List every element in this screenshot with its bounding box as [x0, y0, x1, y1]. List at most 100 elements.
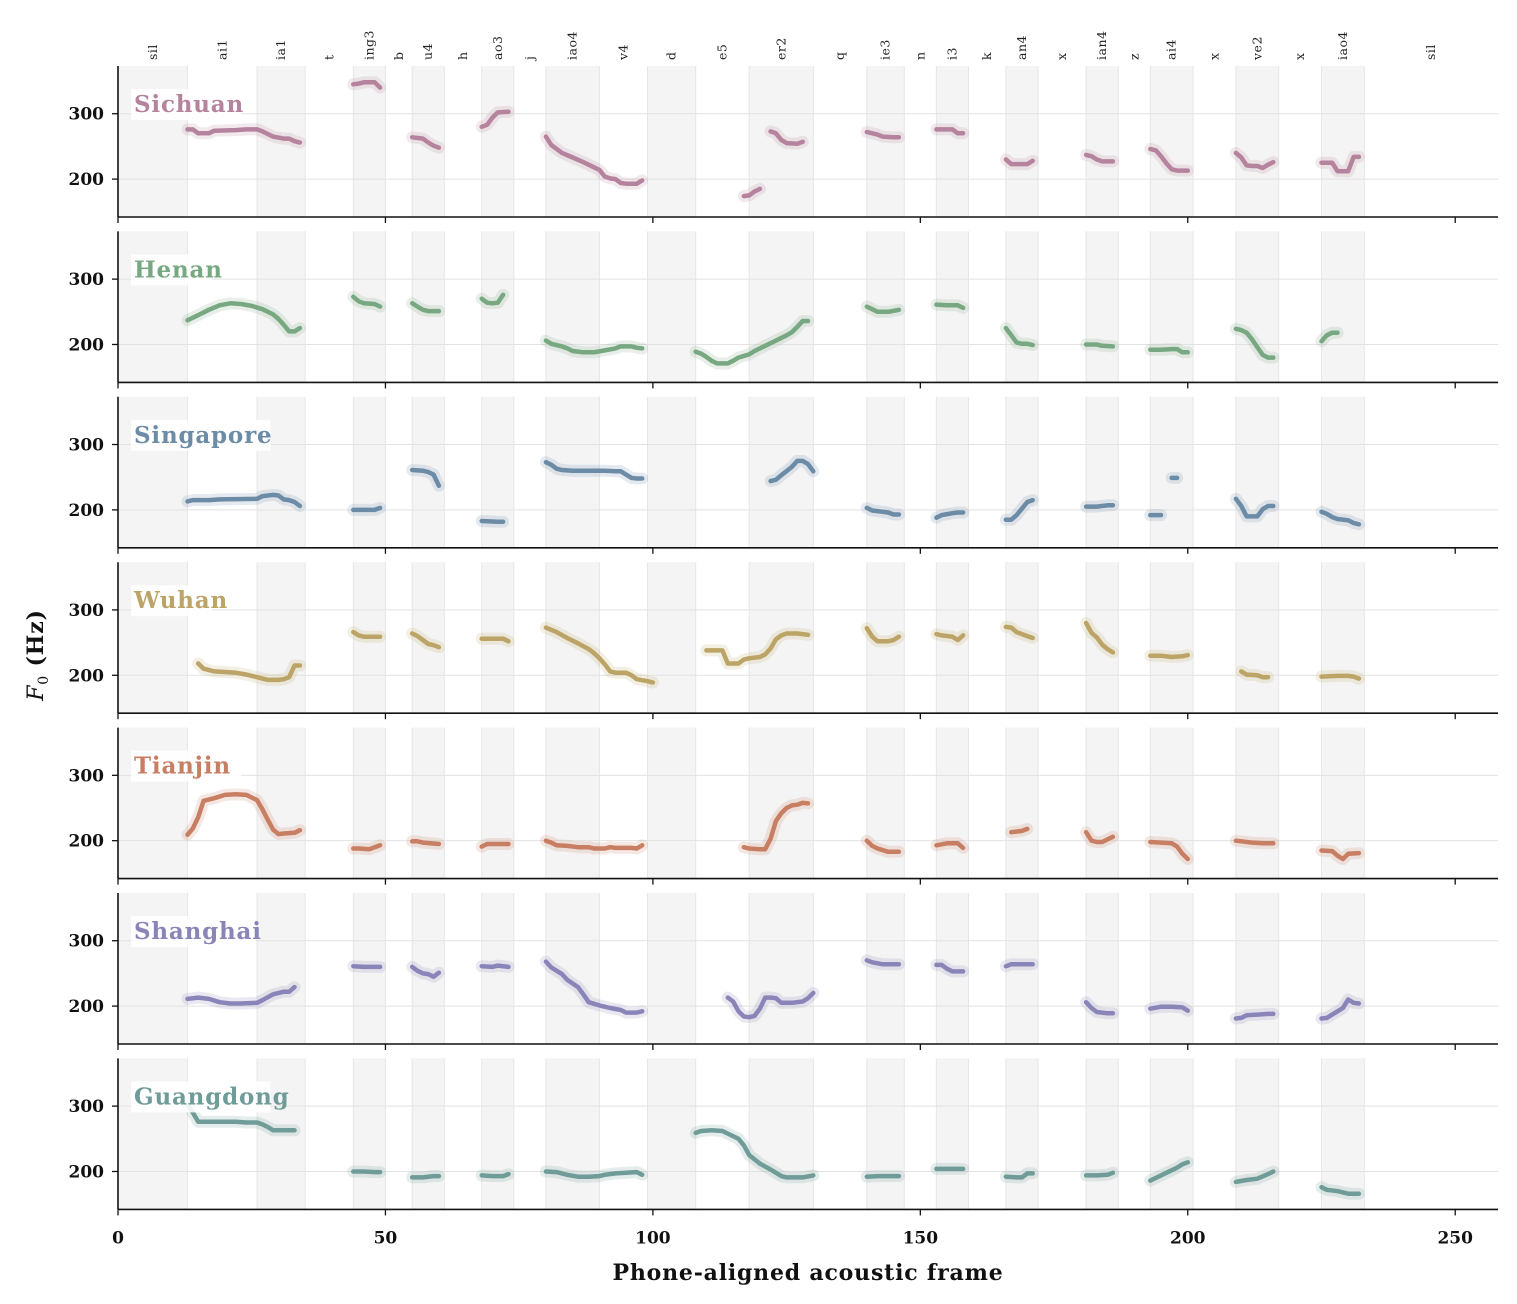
f0-segment [479, 292, 506, 306]
f0-segment [1003, 1171, 1035, 1180]
panel-name-box [131, 916, 256, 947]
f0-segment [1319, 673, 1362, 681]
phone-band [936, 1058, 969, 1210]
y-axis-subscript: 0 [36, 675, 52, 685]
phone-band [1235, 396, 1279, 548]
f0-segment [741, 186, 763, 199]
phone-label: ian4 [1094, 31, 1109, 60]
panel-name-box [131, 1081, 271, 1113]
f0-segment [479, 518, 506, 524]
f0-segment [351, 629, 383, 639]
phone-label: ao3 [490, 36, 505, 60]
x-tick-label: 200 [1170, 1228, 1206, 1248]
phone-band [647, 1058, 696, 1210]
phone-band [1150, 893, 1194, 1044]
phone-band [481, 231, 514, 383]
f0-segment [1083, 999, 1116, 1016]
phone-band [353, 727, 386, 879]
phone-label: v4 [615, 44, 630, 61]
phone-band [118, 893, 188, 1044]
f0-segment [768, 458, 816, 484]
phone-band [1005, 231, 1038, 383]
phone-band [1086, 727, 1119, 879]
f0-segment [1083, 152, 1116, 164]
phone-label: n [912, 51, 927, 60]
f0-segment [409, 964, 442, 979]
phone-label: z [1126, 53, 1141, 60]
phone-band [545, 231, 600, 383]
phone-band [866, 1058, 905, 1210]
phone-band [749, 1058, 814, 1210]
f0-segment [1148, 839, 1191, 862]
f0-segment [185, 492, 303, 509]
f0-segment [351, 1169, 383, 1175]
panel-name: Sichuan [134, 91, 244, 118]
f0-segment [1319, 848, 1362, 862]
phone-band [1086, 396, 1119, 548]
f0-segment [864, 625, 902, 644]
f0-segment [351, 843, 383, 852]
x-tick-label: 50 [374, 1228, 398, 1248]
y-tick-label: 300 [69, 932, 105, 952]
phone-band [1150, 231, 1194, 383]
phone-band [118, 562, 188, 714]
phone-label: er2 [773, 37, 788, 60]
f0-segment [1239, 669, 1271, 680]
f0-segment [409, 839, 442, 847]
f0-segment [409, 301, 442, 314]
panel-sichuan: 200 300 Sichuan [69, 66, 1498, 223]
x-tick-label: 100 [635, 1228, 671, 1248]
f0-segment [864, 129, 902, 140]
panel-henan: 200 300 Henan [69, 231, 1498, 389]
panel-name-box [131, 419, 271, 451]
phone-label: x [1292, 52, 1307, 60]
f0-segment [1148, 1004, 1191, 1013]
phone-label: ie3 [878, 39, 893, 60]
phone-band [1235, 66, 1279, 217]
panel-name: Henan [134, 256, 223, 283]
phone-band [353, 396, 386, 548]
f0-segment [479, 109, 511, 130]
f0-segment [864, 1173, 902, 1179]
f0-segment [351, 294, 383, 309]
f0-segment [543, 134, 645, 186]
phone-band [1321, 231, 1365, 383]
f0-segment [1083, 829, 1116, 845]
phone-label: x [1054, 52, 1069, 60]
phone-band [1150, 1058, 1194, 1210]
panel-name-box [131, 254, 212, 286]
phone-band [257, 231, 306, 383]
y-axis-unit: (Hz) [23, 609, 49, 675]
f0-segment [1233, 1011, 1276, 1021]
phone-band [1005, 66, 1038, 217]
phone-band [1005, 1058, 1038, 1210]
f0-segment [543, 838, 645, 851]
phone-band [353, 66, 386, 217]
phone-band [545, 727, 600, 879]
f0-segment [1148, 146, 1191, 173]
phone-band [1150, 562, 1194, 714]
f0-segment [1083, 1170, 1116, 1178]
y-tick-label: 300 [69, 105, 105, 125]
f0-segment [185, 1101, 297, 1133]
panel-wuhan: 200 300 Wuhan [69, 562, 1498, 720]
phone-band [1150, 727, 1194, 879]
panel-tianjin: 200 300 Tianjin [69, 727, 1498, 885]
y-axis-title: F0 (Hz) [23, 609, 52, 702]
phone-band [866, 396, 905, 548]
phone-label: b [391, 51, 406, 60]
f0-segment [543, 459, 645, 481]
phone-label: h [455, 51, 470, 60]
f0-segment [1148, 652, 1191, 660]
phone-band [749, 231, 814, 383]
f0-segment [351, 505, 383, 513]
phone-band [1235, 562, 1279, 714]
y-tick-label: 300 [69, 601, 105, 621]
phone-band [647, 727, 696, 879]
y-tick-label: 200 [69, 335, 105, 355]
phone-band [412, 1058, 445, 1210]
panel-name-box [131, 89, 242, 120]
phone-band [647, 893, 696, 1044]
f0-segment [934, 631, 966, 643]
